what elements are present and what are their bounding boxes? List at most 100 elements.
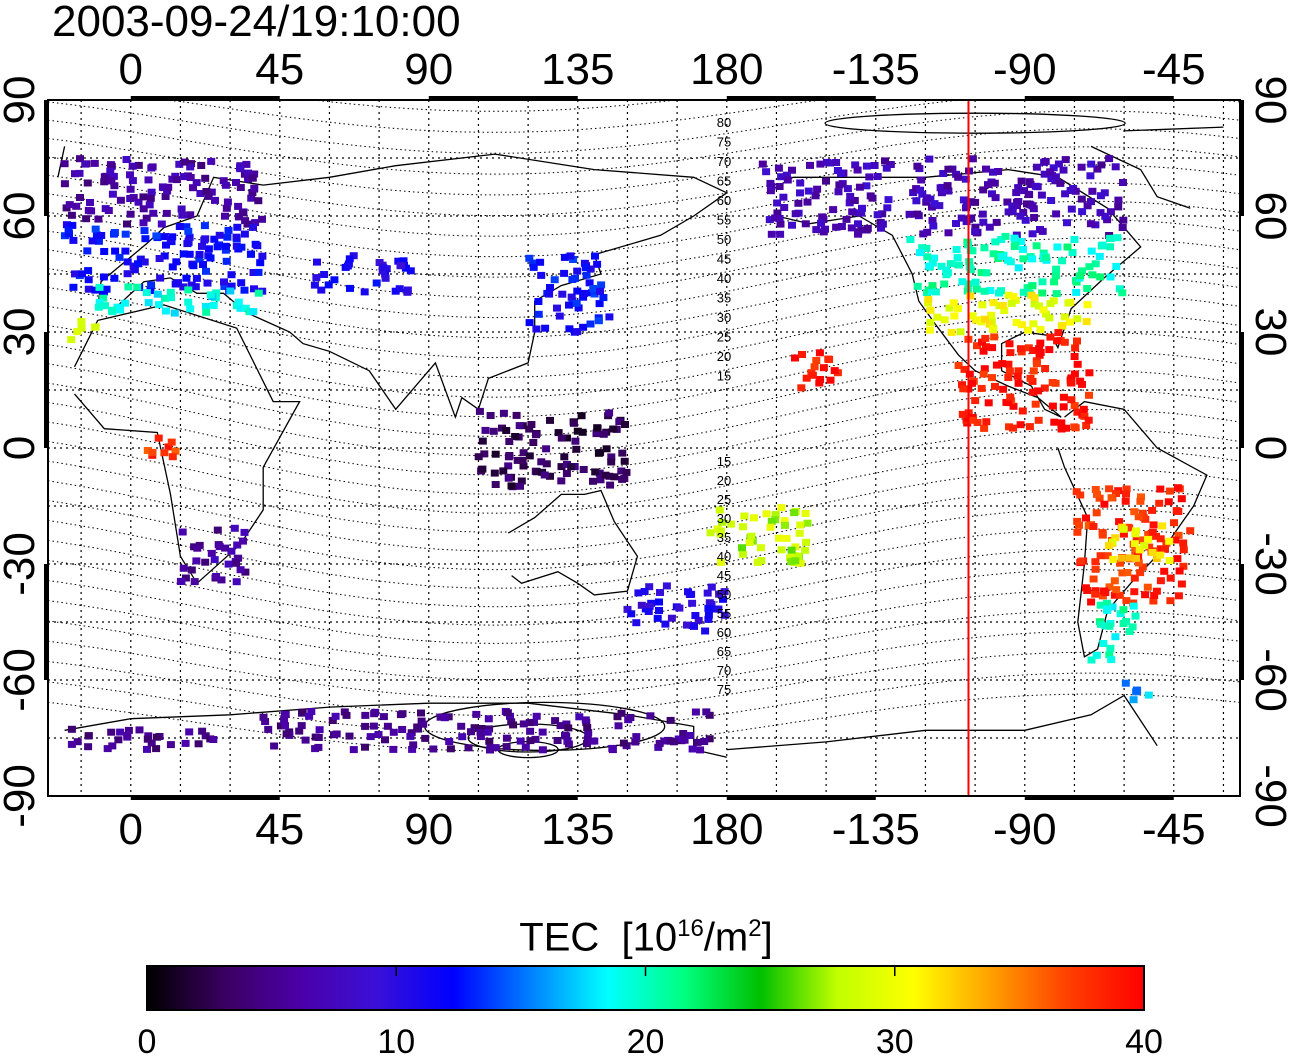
tec-point: [1099, 640, 1108, 647]
lat-tick-label-left: 0: [0, 436, 44, 460]
tec-point: [1087, 247, 1096, 255]
tec-point: [1148, 506, 1157, 514]
tec-point: [912, 197, 921, 205]
tec-point: [842, 215, 851, 223]
tec-point: [143, 735, 152, 743]
tec-point: [980, 287, 989, 295]
tec-point: [183, 240, 192, 248]
tec-point: [1177, 580, 1186, 588]
tec-point: [62, 221, 71, 229]
tec-point: [991, 194, 1000, 202]
tec-point: [110, 229, 119, 236]
tec-point: [179, 283, 188, 291]
tec-point: [236, 566, 245, 574]
tec-point: [971, 397, 980, 405]
tec-point: [767, 517, 776, 525]
tec-point: [94, 215, 103, 223]
tec-point: [854, 230, 862, 238]
tec-point: [210, 235, 219, 243]
tec-point: [988, 344, 997, 352]
tec-point: [133, 283, 142, 291]
tec-point: [1040, 170, 1049, 178]
tec-point: [1058, 321, 1067, 329]
contour-line: [48, 651, 1240, 717]
tec-point: [1006, 349, 1015, 357]
tec-point: [795, 529, 804, 537]
tec-point: [719, 595, 727, 603]
tec-point: [1020, 187, 1029, 195]
tec-point: [534, 310, 543, 318]
tec-point: [1131, 546, 1140, 554]
tec-point: [249, 308, 258, 316]
tec-point: [947, 328, 956, 336]
tec-point: [562, 470, 571, 477]
contour-line: [48, 448, 1240, 533]
tec-point: [519, 720, 528, 728]
tec-point: [75, 169, 84, 177]
tec-point: [222, 204, 231, 212]
tec-point: [1073, 408, 1082, 416]
tec-point: [1025, 423, 1034, 431]
tec-point: [202, 267, 210, 275]
tec-point: [584, 729, 593, 737]
tec-point: [406, 267, 415, 275]
tec-point: [82, 215, 91, 223]
tec-point: [980, 424, 989, 432]
tec-point: [740, 512, 749, 520]
tec-point: [1077, 195, 1086, 203]
tec-point: [781, 521, 789, 529]
tec-point: [1028, 230, 1037, 238]
tec-point: [1121, 679, 1130, 687]
tec-point: [924, 296, 933, 304]
tec-point: [1113, 234, 1122, 242]
tec-point: [1009, 424, 1017, 432]
tec-point: [149, 209, 158, 217]
tec-point: [108, 190, 117, 198]
tec-point: [818, 213, 827, 221]
tec-point: [1083, 301, 1092, 309]
tec-point: [261, 718, 270, 725]
tec-point: [992, 218, 1001, 226]
tec-point: [954, 173, 963, 181]
tec-point: [622, 468, 631, 476]
tec-point: [944, 165, 953, 173]
tec-point: [989, 250, 998, 258]
tec-point: [967, 214, 976, 222]
tec-point: [1066, 187, 1075, 194]
tec-point: [478, 465, 487, 473]
tec-point: [162, 209, 171, 217]
top-frame-bar: [726, 96, 876, 100]
tec-point: [848, 208, 857, 216]
tec-point: [1085, 391, 1093, 399]
tec-point: [998, 302, 1007, 309]
tec-point: [129, 262, 138, 270]
tec-point: [84, 285, 93, 293]
contour-label-north: 60: [717, 193, 731, 208]
tec-point: [213, 526, 222, 534]
contour-label-north: 75: [717, 135, 731, 150]
tec-point: [766, 187, 775, 195]
tec-point: [177, 205, 186, 213]
tec-point: [111, 247, 120, 255]
tec-point: [123, 270, 132, 278]
tec-point: [503, 709, 512, 717]
tec-point: [110, 274, 119, 282]
tec-point: [837, 223, 846, 230]
tec-point: [314, 743, 323, 751]
tec-point: [298, 708, 307, 716]
tec-point: [886, 161, 895, 168]
lat-tick-label-left: 90: [0, 76, 44, 125]
tec-point: [139, 205, 148, 213]
tec-point: [931, 288, 940, 296]
tec-point: [1014, 198, 1023, 205]
tec-point: [829, 206, 838, 214]
tec-point: [661, 620, 670, 628]
tec-point: [505, 438, 514, 445]
tec-point: [248, 174, 257, 182]
tec-point: [877, 224, 885, 232]
tec-point: [94, 237, 103, 245]
tec-point: [164, 183, 173, 191]
lat-tick-label-right: 30: [1246, 308, 1292, 357]
tec-point: [940, 280, 949, 288]
tec-point: [954, 305, 962, 313]
